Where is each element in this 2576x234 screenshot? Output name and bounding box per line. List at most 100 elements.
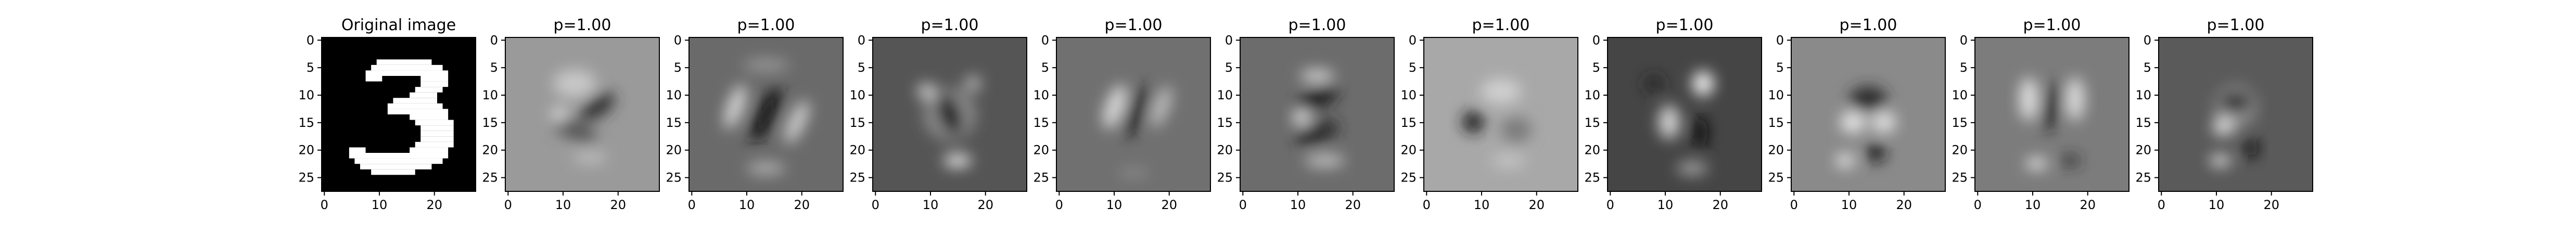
y-tick-label: 10	[2135, 88, 2151, 102]
digit-pixel-row	[415, 120, 454, 126]
digit-pixel-row	[360, 164, 432, 170]
y-tick-label: 25	[1768, 171, 1784, 185]
feature-blob	[2025, 158, 2048, 170]
panel-title: p=1.00	[2023, 16, 2081, 34]
image-cells	[1791, 37, 1945, 191]
feature-blob	[1300, 70, 1334, 82]
x-tick-label: 20	[426, 198, 442, 212]
x-tick-label: 10	[555, 198, 571, 212]
axes-frame	[1974, 37, 2129, 192]
panel-title: p=1.00	[1656, 16, 1714, 34]
feature-blob	[747, 162, 785, 175]
digit-pixel-row	[410, 147, 449, 153]
digit-pixel-row	[415, 87, 443, 93]
image-cells	[873, 37, 1027, 191]
x-tick-label: 10	[2025, 198, 2041, 212]
x-tick-label: 0	[872, 198, 879, 212]
y-tick-label: 15	[2135, 115, 2151, 130]
y-tick-label: 20	[1033, 143, 1049, 158]
y-tick-label: 15	[482, 115, 498, 130]
y-tick-label: 10	[666, 88, 682, 102]
x-tick-label: 0	[321, 198, 328, 212]
image-background	[1424, 37, 1578, 191]
feature-blob	[2209, 155, 2231, 166]
feature-blob	[1481, 79, 1521, 104]
feature-blob	[1491, 154, 1526, 167]
y-tick-label: 5	[1960, 60, 1968, 75]
digit-pixel-row	[420, 136, 454, 142]
x-tick-label: 10	[2209, 198, 2225, 212]
digit-pixel-row	[365, 76, 382, 82]
y-tick-label: 20	[298, 143, 314, 158]
x-tick-label: 0	[1974, 198, 1982, 212]
feature-blob	[2065, 77, 2085, 121]
image-cells	[1608, 37, 1762, 191]
feature-blob	[1103, 85, 1127, 129]
y-tick-label: 25	[1952, 171, 1968, 185]
y-tick-label: 15	[666, 115, 682, 130]
feature-blob	[1835, 154, 1855, 167]
panel-title: p=1.00	[921, 16, 979, 34]
x-tick-label: 20	[1161, 198, 1177, 212]
image-cells	[505, 37, 659, 191]
x-tick-label: 0	[1790, 198, 1798, 212]
x-tick-label: 10	[372, 198, 388, 212]
x-tick-label: 20	[1712, 198, 1728, 212]
panel-title: Original image	[341, 16, 456, 34]
feature-blob	[965, 76, 981, 92]
feature-blob	[580, 93, 615, 121]
y-tick-label: 25	[298, 171, 314, 185]
feature-blob	[2243, 139, 2259, 158]
x-tick-label: 20	[2263, 198, 2279, 212]
feature-blob	[1292, 110, 1311, 125]
digit-pixel-row	[420, 131, 454, 137]
x-tick-label: 10	[1657, 198, 1674, 212]
feature-blob	[1850, 86, 1887, 112]
axes-frame	[688, 37, 844, 192]
feature-blob	[2061, 155, 2080, 166]
y-tick-label: 25	[666, 171, 682, 185]
feature-blob	[1305, 154, 1345, 167]
y-tick-label: 20	[1400, 143, 1417, 158]
panel-title: p=1.00	[1472, 16, 1530, 34]
y-tick-label: 20	[2135, 143, 2151, 158]
panel: p=1.00 0 10 20 0 5 10 15 20 25	[1768, 16, 1946, 212]
panel-title: p=1.00	[737, 16, 795, 34]
feature-blob	[724, 85, 746, 129]
panel: p=1.00 0 10 20 0 5 10 15 20 25	[666, 16, 844, 212]
y-tick-label: 0	[1409, 33, 1417, 47]
y-tick-label: 15	[1584, 115, 1600, 130]
y-tick-label: 5	[307, 60, 314, 75]
feature-blob	[785, 101, 809, 144]
feature-blob	[1692, 115, 1708, 150]
digit-pixel-row	[349, 147, 366, 153]
panel-title: p=1.00	[2207, 16, 2265, 34]
y-tick-label: 20	[482, 143, 498, 158]
x-tick-label: 10	[923, 198, 939, 212]
y-tick-label: 0	[2144, 33, 2151, 47]
y-tick-label: 25	[482, 171, 498, 185]
y-tick-label: 25	[849, 171, 865, 185]
feature-blob	[1501, 117, 1532, 142]
panel: p=1.00 0 10 20 0 5 10 15 20 25	[1952, 16, 2129, 212]
digit-pixel-row	[410, 114, 449, 120]
x-tick-label: 10	[1290, 198, 1306, 212]
feature-blob	[2212, 117, 2235, 136]
y-tick-label: 15	[1400, 115, 1417, 130]
x-tick-label: 0	[1055, 198, 1063, 212]
image-cells	[322, 37, 476, 191]
digit-pixel-row	[393, 98, 437, 103]
y-tick-label: 10	[298, 88, 314, 102]
feature-blob	[2044, 81, 2060, 133]
image-background	[1791, 37, 1945, 191]
digit-pixel-row	[349, 153, 449, 159]
digit-pixel-row	[365, 70, 449, 76]
y-tick-label: 25	[1584, 171, 1600, 185]
panel: p=1.00 0 10 20 0 5 10 15 20 25	[482, 16, 660, 212]
digit-pixel-row	[354, 158, 443, 164]
panel: p=1.00 0 10 20 0 5 10 15 20 25	[1584, 16, 1762, 212]
x-tick-label: 0	[1423, 198, 1431, 212]
x-tick-label: 0	[1606, 198, 1614, 212]
y-tick-label: 20	[1768, 143, 1784, 158]
y-tick-label: 20	[666, 143, 682, 158]
